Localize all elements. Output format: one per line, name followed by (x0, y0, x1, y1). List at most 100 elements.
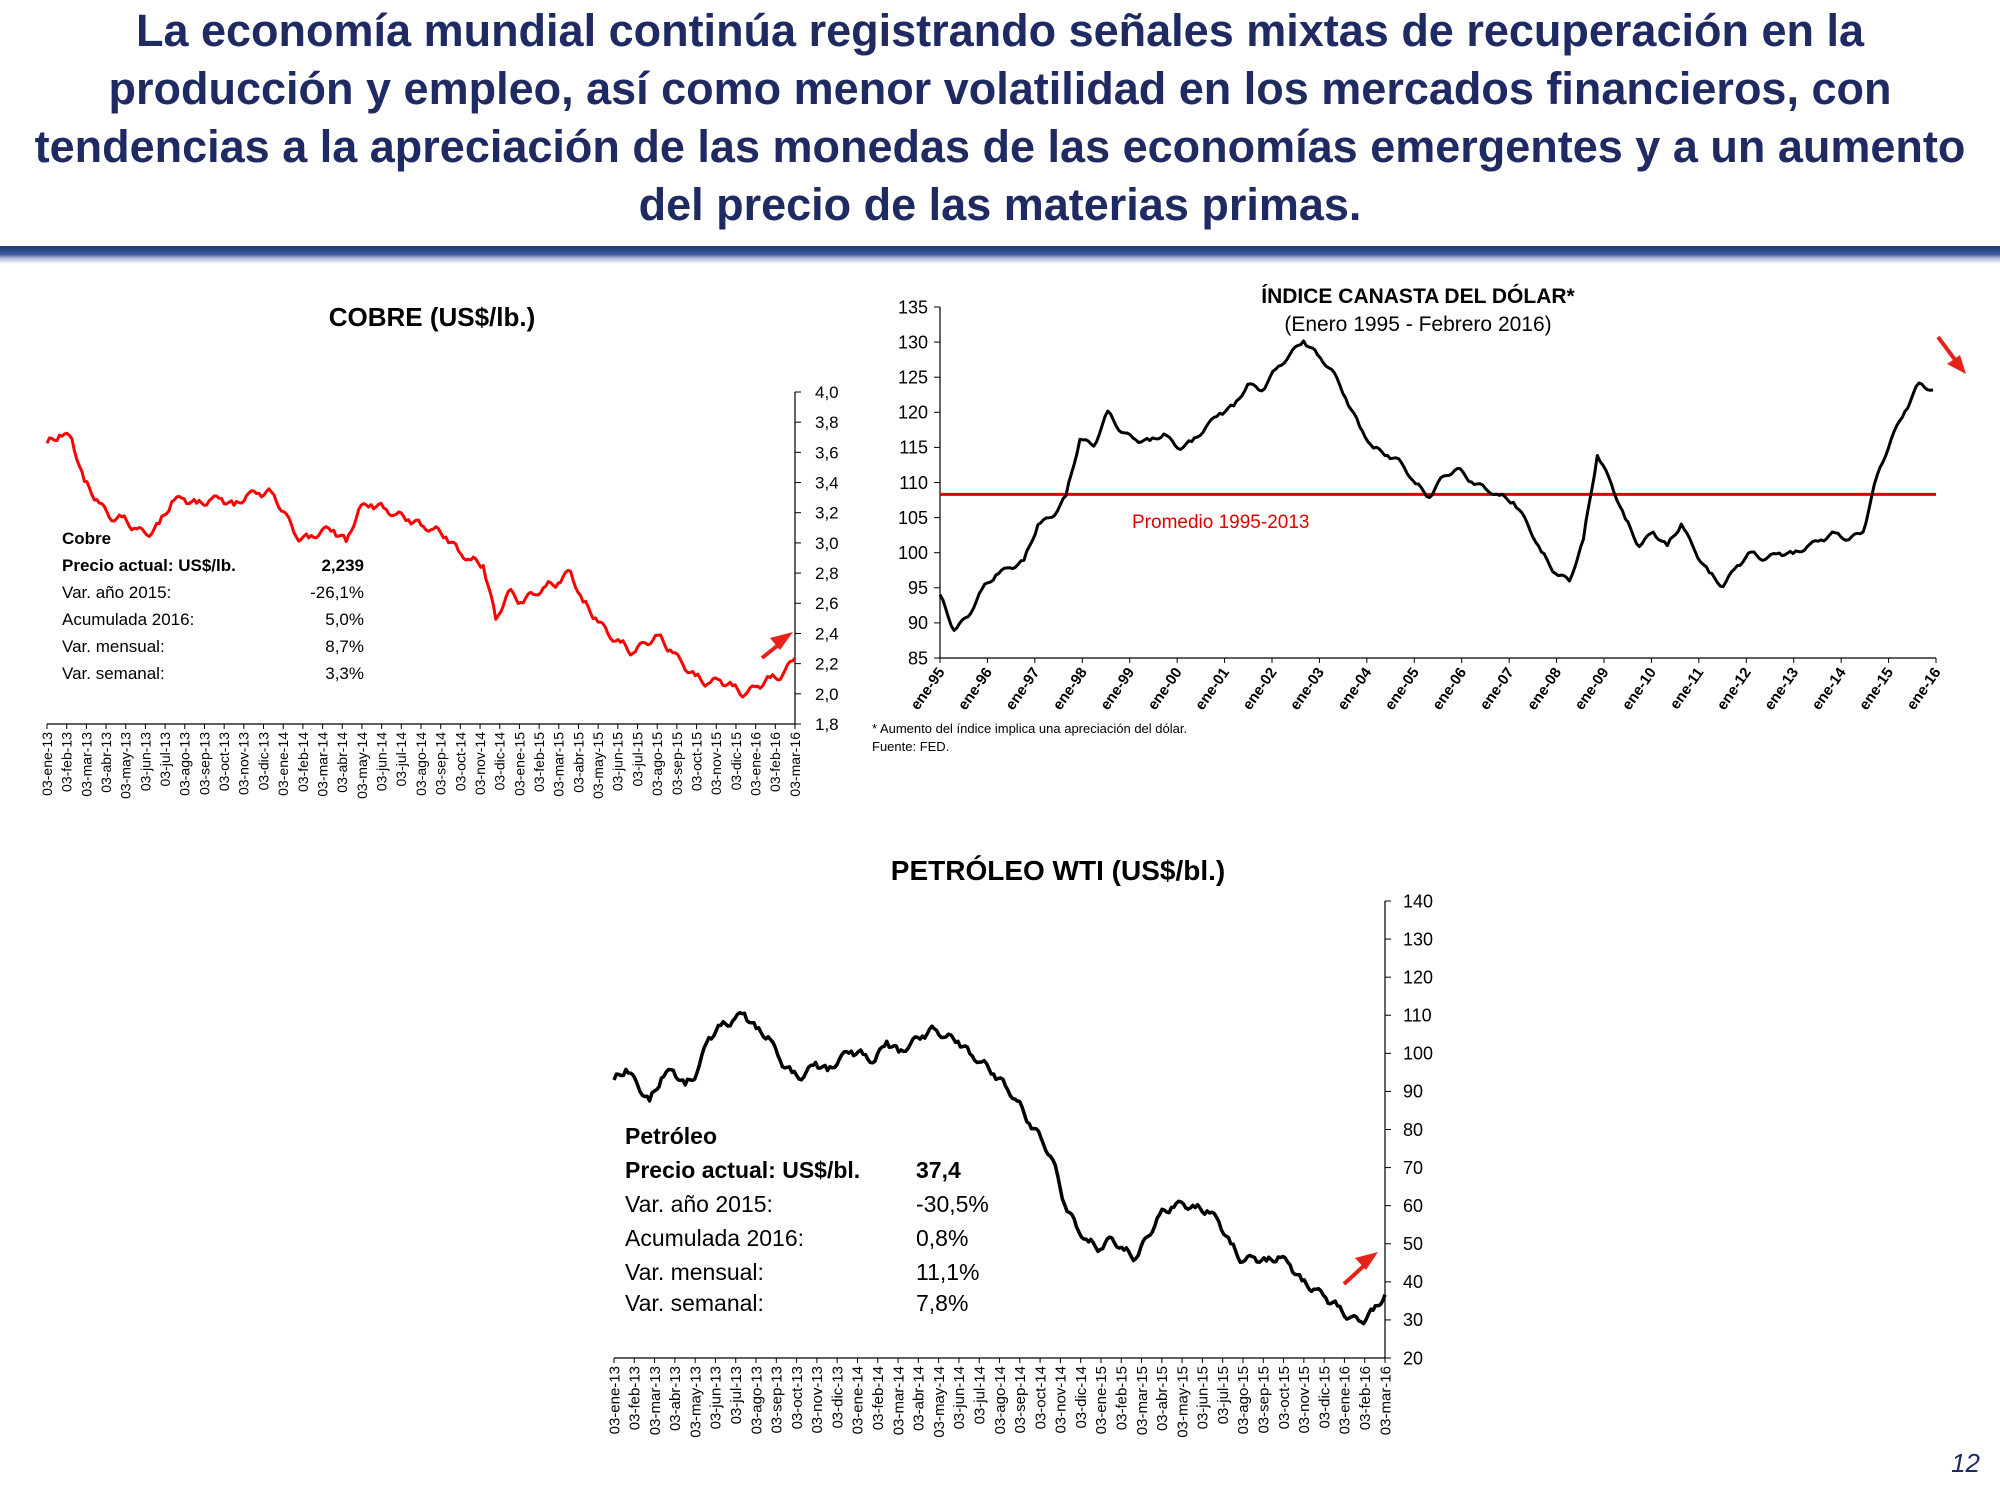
dollar-index-chart: ÍNDICE CANASTA DEL DÓLAR* (Enero 1995 - … (872, 284, 1966, 754)
oil-x-tick-label: 03-dic-15 (1316, 1366, 1333, 1429)
copper-x-tick-label: 03-may-14 (354, 732, 370, 799)
oil-info-value-price: 37,4 (916, 1157, 961, 1183)
oil-x-tick-label: 03-ene-14 (850, 1366, 867, 1434)
copper-x-tick-label: 03-nov-14 (472, 732, 488, 795)
dollar-chart-title: ÍNDICE CANASTA DEL DÓLAR* (1261, 284, 1575, 308)
copper-x-tick-label: 03-ago-13 (177, 732, 193, 796)
copper-info-value-month: 8,7% (325, 637, 364, 656)
oil-info-label-year: Var. año 2015: (625, 1191, 773, 1217)
page-number: 12 (1951, 1448, 1980, 1478)
oil-info-label-price: Precio actual: US$/bl. (625, 1157, 860, 1183)
oil-y-tick-label: 20 (1403, 1348, 1423, 1368)
copper-info-value-price: 2,239 (321, 556, 364, 575)
dollar-x-tick-label: ene-13 (1761, 665, 1802, 714)
dollar-y-tick-label: 135 (898, 297, 928, 317)
copper-chart-title: COBRE (US$/lb.) (329, 302, 536, 332)
copper-x-tick-label: 03-ago-14 (413, 732, 429, 796)
dollar-x-tick-label: ene-04 (1334, 664, 1376, 713)
oil-x-tick-label: 03-oct-14 (1032, 1366, 1049, 1429)
dollar-x-tick-label: ene-10 (1619, 665, 1660, 714)
copper-info-value-ytd: 5,0% (325, 610, 364, 629)
dollar-x-tick-label: ene-12 (1714, 665, 1755, 714)
oil-y-tick-label: 140 (1403, 891, 1433, 911)
copper-info-label-price: Precio actual: US$/lb. (62, 556, 236, 575)
dollar-x-tick-label: ene-03 (1287, 665, 1328, 714)
copper-y-tick-label: 1,8 (815, 715, 839, 734)
oil-info-label-ytd: Acumulada 2016: (625, 1225, 804, 1251)
dollar-x-tick-label: ene-11 (1667, 665, 1708, 713)
copper-x-tick-label: 03-ene-15 (511, 732, 527, 796)
copper-x-tick-label: 03-feb-13 (59, 732, 75, 792)
oil-y-tick-label: 80 (1403, 1120, 1423, 1140)
dollar-chart-subtitle: (Enero 1995 - Febrero 2016) (1284, 313, 1551, 336)
oil-x-tick-label: 03-nov-14 (1053, 1366, 1070, 1434)
oil-x-tick-label: 03-oct-15 (1276, 1366, 1293, 1429)
dollar-source: Fuente: FED. (872, 739, 949, 754)
copper-y-tick-label: 2,2 (815, 655, 839, 674)
oil-info-value-ytd: 0,8% (916, 1225, 968, 1251)
copper-x-tick-label: 03-jul-13 (157, 732, 173, 787)
oil-x-tick-label: 03-dic-14 (1073, 1366, 1090, 1429)
oil-x-tick-label: 03-jun-14 (951, 1366, 968, 1429)
copper-y-tick-label: 3,6 (815, 443, 839, 462)
headline: La economía mundial continúa registrando… (34, 5, 1966, 230)
copper-info-box: Cobre Precio actual: US$/lb. 2,239 Var. … (62, 529, 364, 683)
copper-x-tick-label: 03-mar-16 (787, 732, 803, 797)
copper-y-tick-label: 4,0 (815, 383, 839, 402)
copper-x-tick-label: 03-ene-16 (748, 732, 764, 796)
oil-x-tick-label: 03-abr-14 (911, 1366, 928, 1431)
copper-x-tick-label: 03-ago-15 (649, 732, 665, 796)
oil-plot-area: 140 130 120 110 100 90 80 70 60 50 40 30 20 03-ene-13… (606, 891, 1433, 1437)
oil-info-label-week: Var. semanal: (625, 1290, 764, 1316)
oil-x-tick-label: 03-nov-13 (809, 1366, 826, 1434)
oil-y-tick-label: 100 (1403, 1044, 1433, 1064)
dollar-trend-arrow (1936, 335, 1966, 374)
dollar-y-tick-label: 95 (908, 578, 928, 598)
copper-x-tick-label: 03-ene-13 (39, 732, 55, 796)
copper-x-tick-label: 03-jun-13 (137, 732, 153, 791)
oil-y-tick-label: 110 (1403, 1006, 1432, 1026)
dollar-x-tick-label: ene-16 (1903, 665, 1944, 714)
oil-x-tick-label: 03-may-14 (931, 1366, 948, 1438)
oil-x-tick-label: 03-jul-15 (1215, 1366, 1232, 1424)
copper-info-label-month: Var. mensual: (62, 637, 165, 656)
copper-x-tick-label: 03-mar-15 (551, 732, 567, 797)
oil-x-tick-label: 03-ago-15 (1235, 1366, 1252, 1434)
copper-x-tick-label: 03-mar-14 (314, 732, 330, 797)
dollar-x-tick-label: ene-07 (1476, 665, 1517, 714)
oil-y-tick-label: 40 (1403, 1272, 1423, 1292)
oil-x-tick-label: 03-jul-14 (971, 1366, 988, 1424)
dollar-average-label: Promedio 1995-2013 (1132, 512, 1309, 533)
oil-chart: PETRÓLEO WTI (US$/bl.) 140 130 120 110 100 90… (606, 855, 1433, 1438)
oil-info-value-year: -30,5% (916, 1191, 989, 1217)
copper-x-tick-label: 03-feb-14 (295, 732, 311, 792)
copper-x-tick-label: 03-oct-15 (688, 732, 704, 791)
oil-y-tick-label: 120 (1403, 967, 1433, 987)
copper-x-tick-label: 03-sep-14 (433, 732, 449, 795)
oil-x-tick-label: 03-feb-13 (627, 1366, 644, 1430)
dollar-y-tick-label: 125 (898, 368, 928, 388)
oil-x-tick-label: 03-oct-13 (789, 1366, 806, 1429)
oil-x-tick-label: 03-mar-15 (1134, 1366, 1151, 1435)
oil-x-tick-label: 03-mar-13 (647, 1366, 664, 1435)
dollar-x-tick-label: ene-95 (907, 665, 948, 714)
copper-y-tick-label: 3,8 (815, 413, 839, 432)
copper-x-tick-label: 03-may-15 (590, 732, 606, 799)
oil-x-tick-label: 03-dic-13 (829, 1366, 846, 1429)
dollar-y-tick-label: 105 (898, 508, 928, 528)
dollar-series-line (938, 339, 1934, 632)
copper-x-tick-label: 03-oct-13 (216, 732, 232, 791)
oil-x-tick-label: 03-mar-14 (890, 1366, 907, 1435)
copper-x-tick-label: 03-jul-14 (393, 732, 409, 787)
oil-x-tick-label: 03-ene-13 (606, 1366, 623, 1434)
copper-x-tick-label: 03-jun-14 (374, 732, 390, 791)
oil-info-box: Petróleo Precio actual: US$/bl. 37,4 Var… (625, 1123, 989, 1316)
copper-info-label-week: Var. semanal: (62, 664, 165, 683)
copper-x-tick-label: 03-abr-13 (98, 732, 114, 793)
dollar-y-tick-label: 120 (898, 403, 928, 423)
copper-x-tick-label: 03-may-13 (118, 732, 134, 799)
copper-y-tick-label: 2,8 (815, 564, 839, 583)
oil-x-tick-label: 03-may-13 (687, 1366, 704, 1438)
copper-info-value-year: -26,1% (310, 583, 364, 602)
